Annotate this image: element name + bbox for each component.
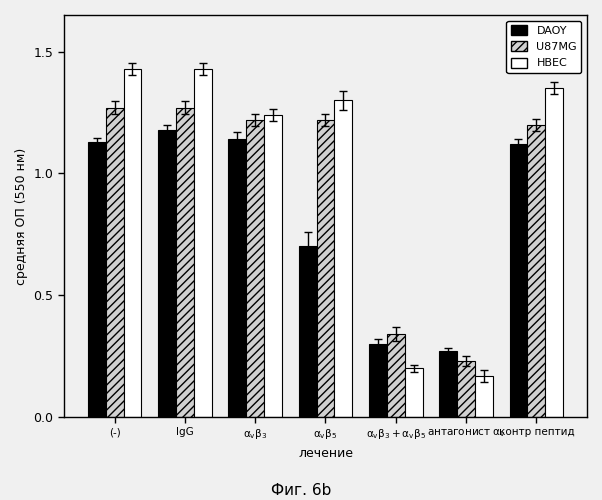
Bar	[264, 115, 282, 417]
Bar	[387, 334, 405, 417]
Bar	[509, 144, 527, 417]
Bar	[88, 142, 105, 417]
Bar	[228, 140, 246, 417]
Bar	[246, 120, 264, 417]
Bar	[457, 361, 475, 417]
Bar	[335, 100, 352, 417]
Bar	[194, 68, 212, 417]
X-axis label: лечение: лечение	[298, 447, 353, 460]
Bar	[123, 68, 141, 417]
Bar	[439, 351, 457, 417]
Legend: DAOY, U87MG, HBEC: DAOY, U87MG, HBEC	[506, 20, 582, 73]
Bar	[158, 130, 176, 417]
Text: Фиг. 6b: Фиг. 6b	[271, 483, 331, 498]
Bar	[545, 88, 563, 417]
Bar	[105, 108, 123, 417]
Bar	[317, 120, 335, 417]
Bar	[299, 246, 317, 417]
Bar	[527, 124, 545, 417]
Bar	[369, 344, 387, 417]
Bar	[475, 376, 493, 417]
Y-axis label: средняя ОП (550 нм): средняя ОП (550 нм)	[15, 148, 28, 284]
Bar	[176, 108, 194, 417]
Bar	[405, 368, 423, 417]
